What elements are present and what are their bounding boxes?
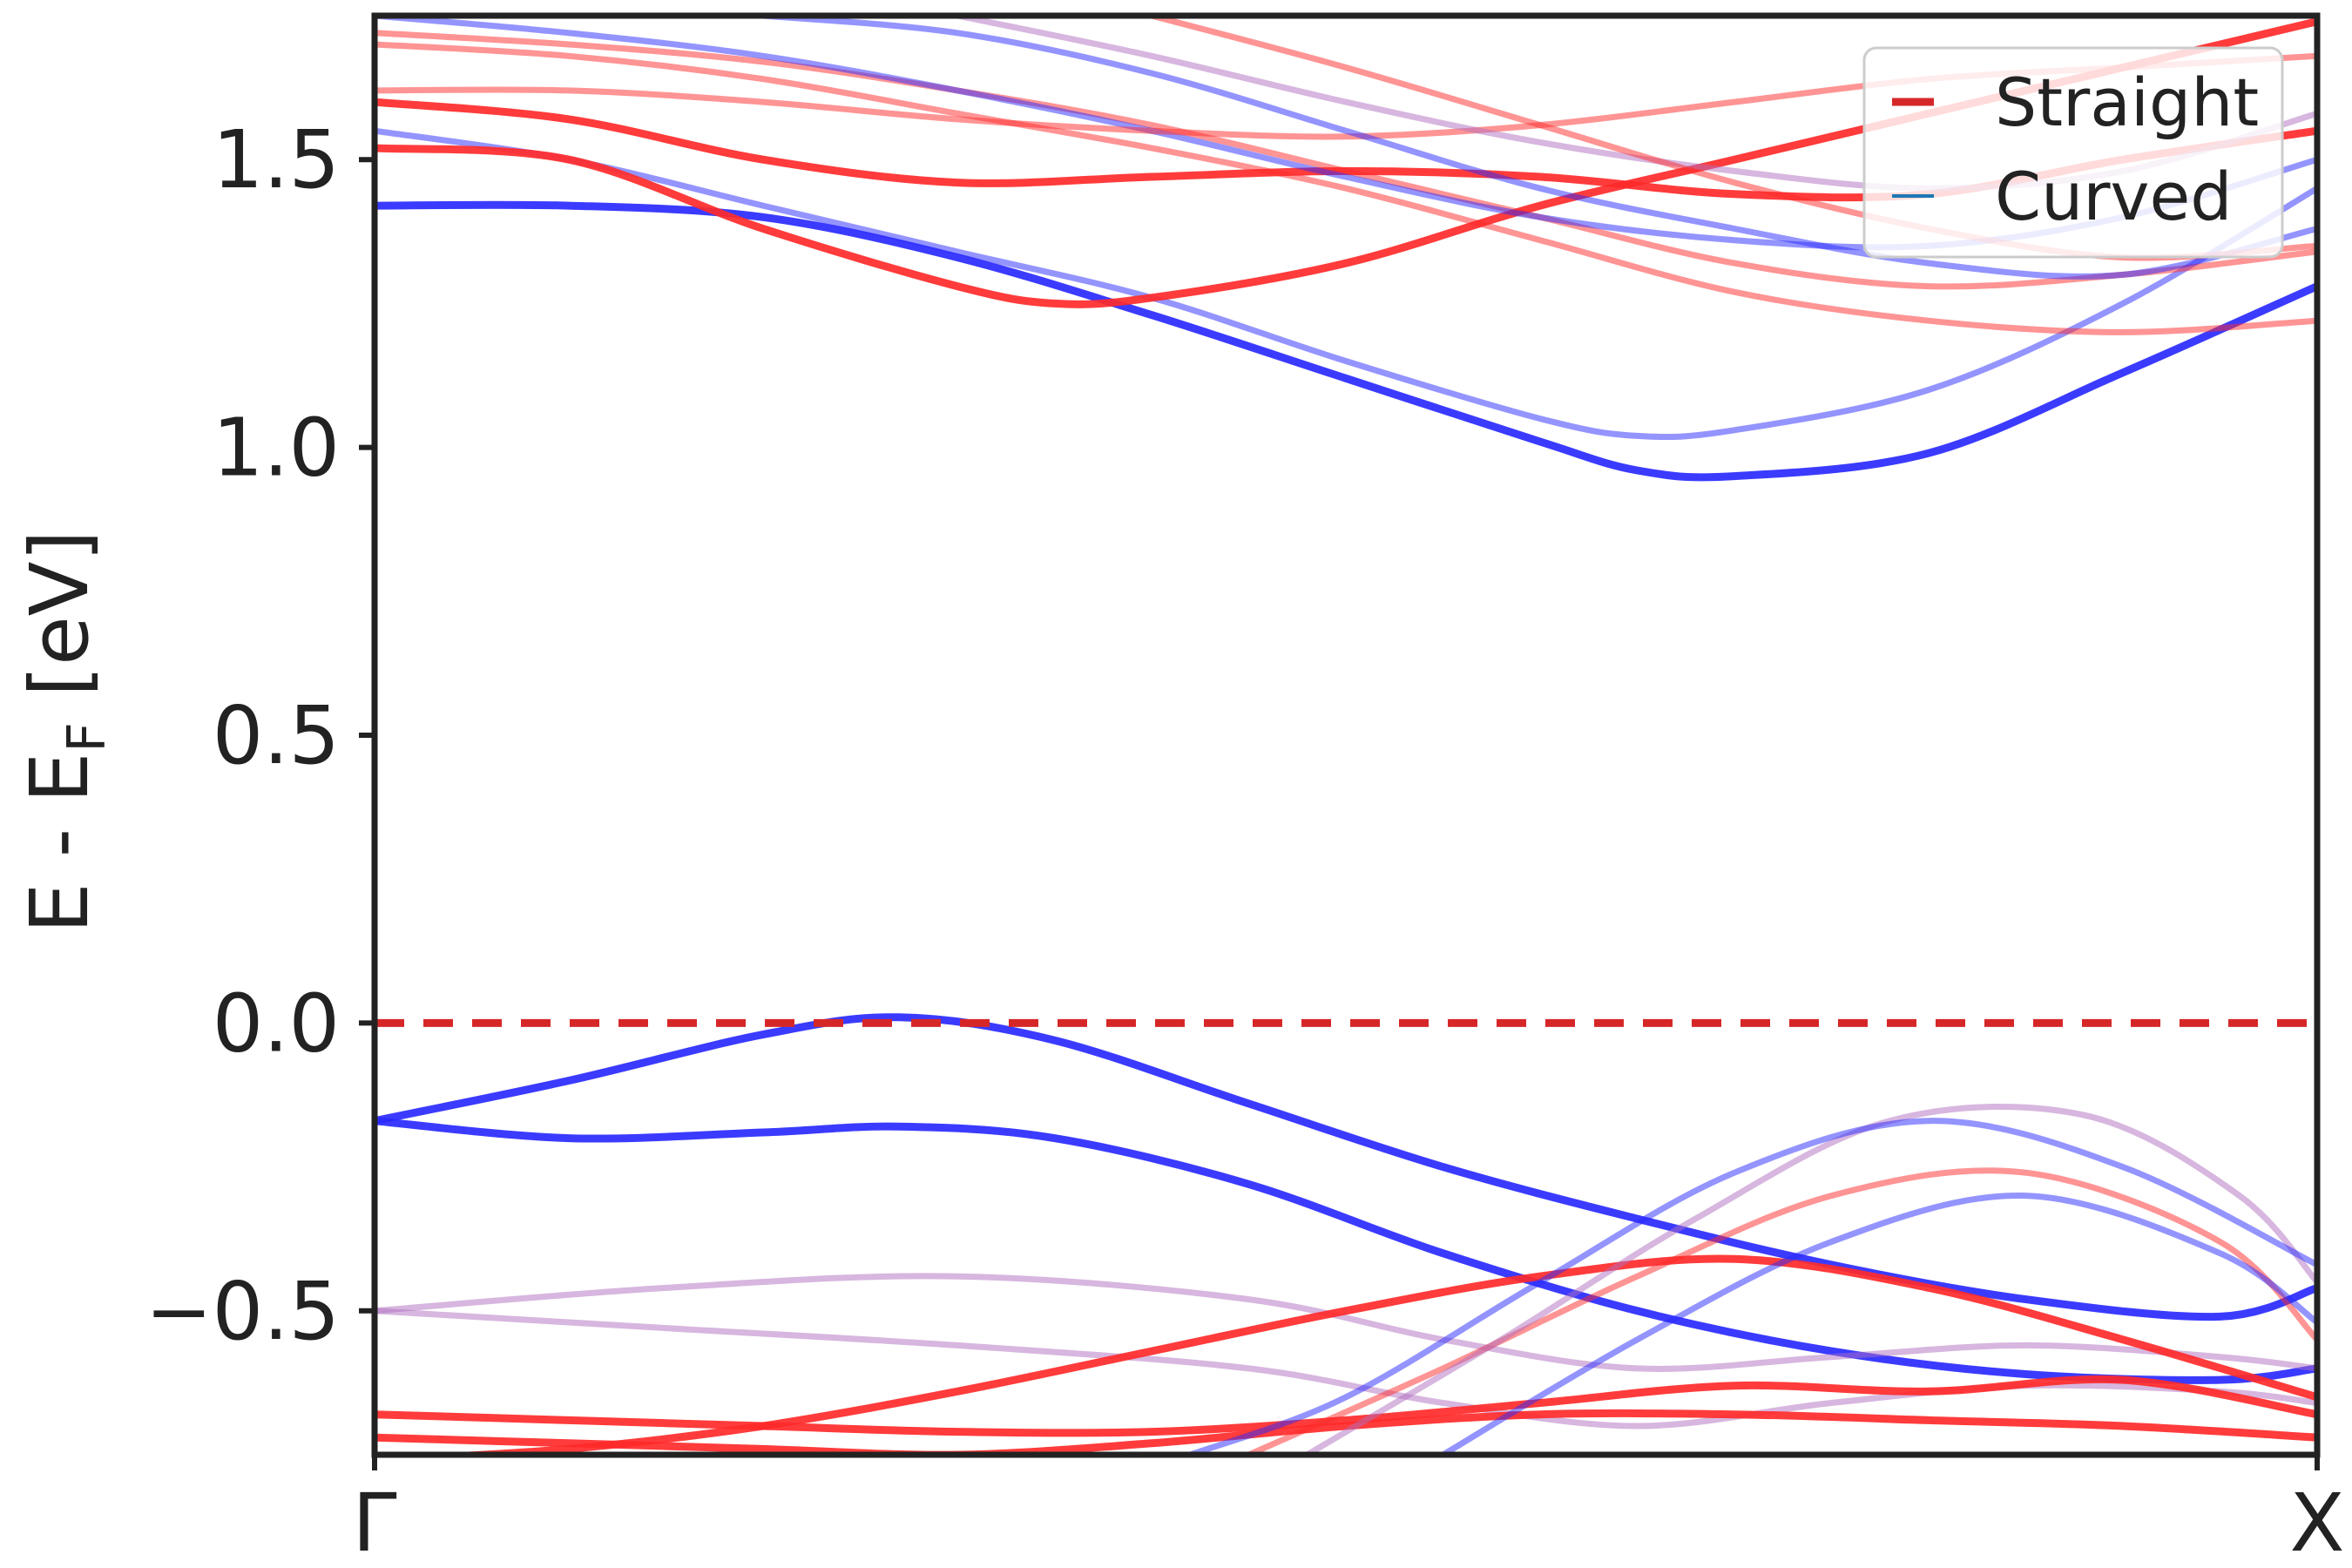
y-tick-label-4: 1.5 (213, 113, 340, 206)
band-curved-9 (1187, 1118, 2317, 1455)
band-straight-6 (375, 1409, 2317, 1455)
band-straight-7 (1246, 1167, 2317, 1455)
legend-label-1: Curved (1995, 158, 2232, 235)
band-straight-16 (375, 30, 2317, 290)
legend-label-0: Straight (1995, 64, 2259, 141)
y-axis-label-main: E - E (13, 753, 106, 934)
legend-box (1862, 46, 2284, 259)
y-tick-label-1: 0.0 (213, 977, 340, 1070)
y-axis-label: E - EF [eV] (13, 530, 118, 933)
band-curved-0 (375, 1013, 2317, 1321)
band-straight-15 (375, 41, 2317, 335)
x-tick-label-0: Γ (352, 1477, 396, 1568)
band-straight-4 (409, 1254, 2317, 1455)
band-curved-1 (375, 1117, 2317, 1384)
y-tick-label-3: 1.0 (213, 402, 340, 495)
band-curved-20 (760, 16, 2317, 280)
band-curved-11 (375, 200, 2317, 482)
band-curved-12 (375, 127, 2317, 441)
y-axis: −0.5 0.0 0.5 1.0 1.5 (145, 113, 375, 1358)
band-curved-10 (1440, 1193, 2317, 1455)
band-straight-5 (375, 1375, 2317, 1437)
y-tick-label-0: −0.5 (145, 1265, 340, 1358)
legend: Straight Curved (1862, 46, 2284, 259)
y-axis-label-subscript: F (57, 722, 118, 753)
y-axis-label-units: [eV] (13, 530, 106, 722)
y-tick-label-2: 0.5 (213, 689, 340, 782)
x-tick-label-1: X (2289, 1477, 2344, 1568)
